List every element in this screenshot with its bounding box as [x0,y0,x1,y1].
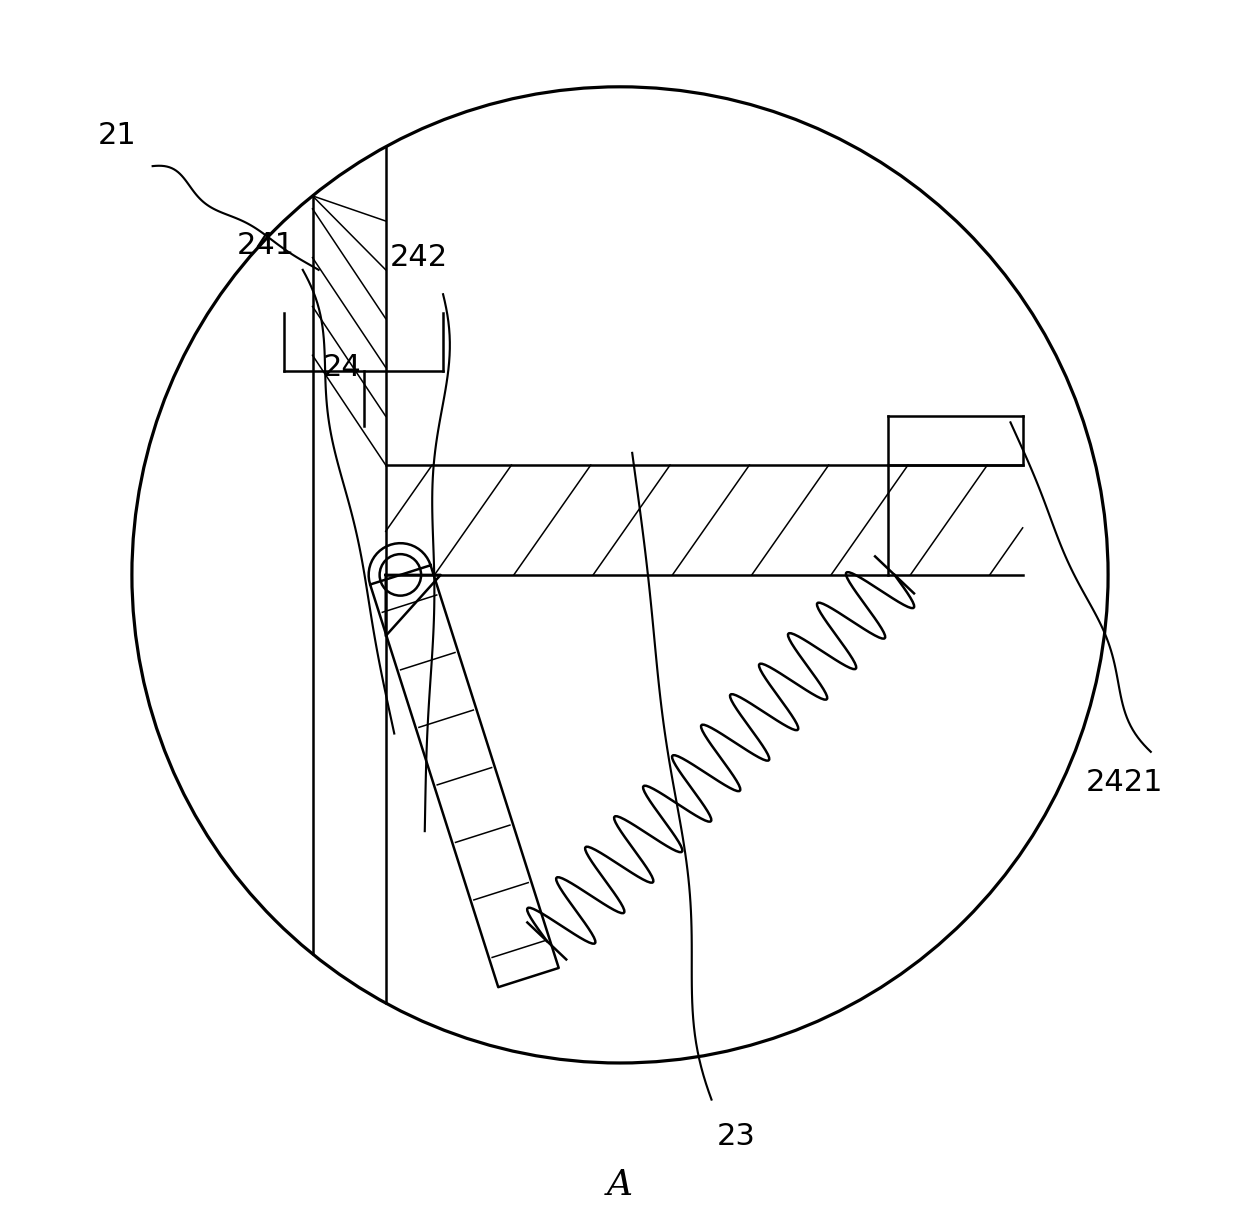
Text: A: A [606,1168,634,1202]
Text: 24: 24 [322,353,361,382]
Text: 242: 242 [389,243,448,273]
Text: 2421: 2421 [1085,768,1163,797]
Text: 23: 23 [717,1121,755,1151]
Text: 241: 241 [237,231,295,260]
Text: 21: 21 [98,121,136,150]
